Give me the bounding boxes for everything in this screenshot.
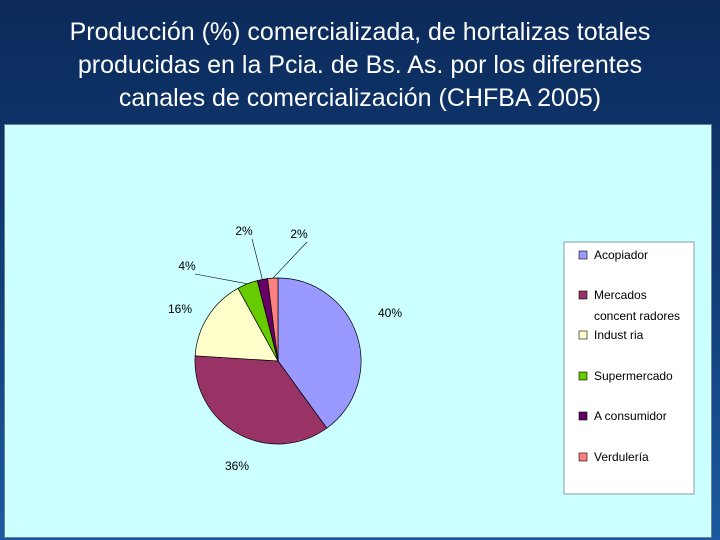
legend-label: Mercados xyxy=(594,288,647,302)
legend-label: Verdulería xyxy=(594,450,649,464)
pie-labels: 40% 36% 16% 4% 2% 2% xyxy=(168,224,402,473)
legend-swatch xyxy=(578,250,588,260)
leader-line xyxy=(272,241,308,279)
legend-swatch xyxy=(578,290,588,300)
leader-line xyxy=(194,273,248,285)
pie-data-label: 36% xyxy=(225,459,249,473)
legend-swatch xyxy=(578,330,588,340)
legend-swatch xyxy=(578,452,588,462)
pie-slice xyxy=(277,277,362,429)
legend-label: concent radores xyxy=(594,309,680,323)
pie-data-label: 40% xyxy=(378,306,402,320)
pie-data-label: 2% xyxy=(290,227,308,241)
pie-slice xyxy=(194,355,328,445)
leader-line xyxy=(251,238,263,280)
legend-label: A consumidor xyxy=(594,409,667,423)
title-line: producidas en la Pcia. de Bs. As. por lo… xyxy=(77,51,643,79)
pie-slice xyxy=(194,287,279,362)
pie-slices xyxy=(194,277,362,445)
legend-swatch xyxy=(578,371,588,381)
legend-swatch xyxy=(578,411,588,421)
title-line: Producción (%) comercializada, de hortal… xyxy=(69,18,651,46)
legend-label: Acopiador xyxy=(594,248,648,262)
legend-label: Supermercado xyxy=(594,369,673,383)
chart-legend: Acopiador Mercados concent radores Indust r… xyxy=(563,241,695,495)
pie-data-label: 16% xyxy=(168,302,192,316)
pie-data-label: 2% xyxy=(235,224,253,238)
legend-box xyxy=(563,241,695,495)
slide-title: Producción (%) comercializada, de hortal… xyxy=(10,16,710,115)
legend-label: Indust ria xyxy=(594,328,644,342)
pie-data-label: 4% xyxy=(178,259,196,273)
title-line: canales de comercialización (CHFBA 2005) xyxy=(118,84,602,112)
